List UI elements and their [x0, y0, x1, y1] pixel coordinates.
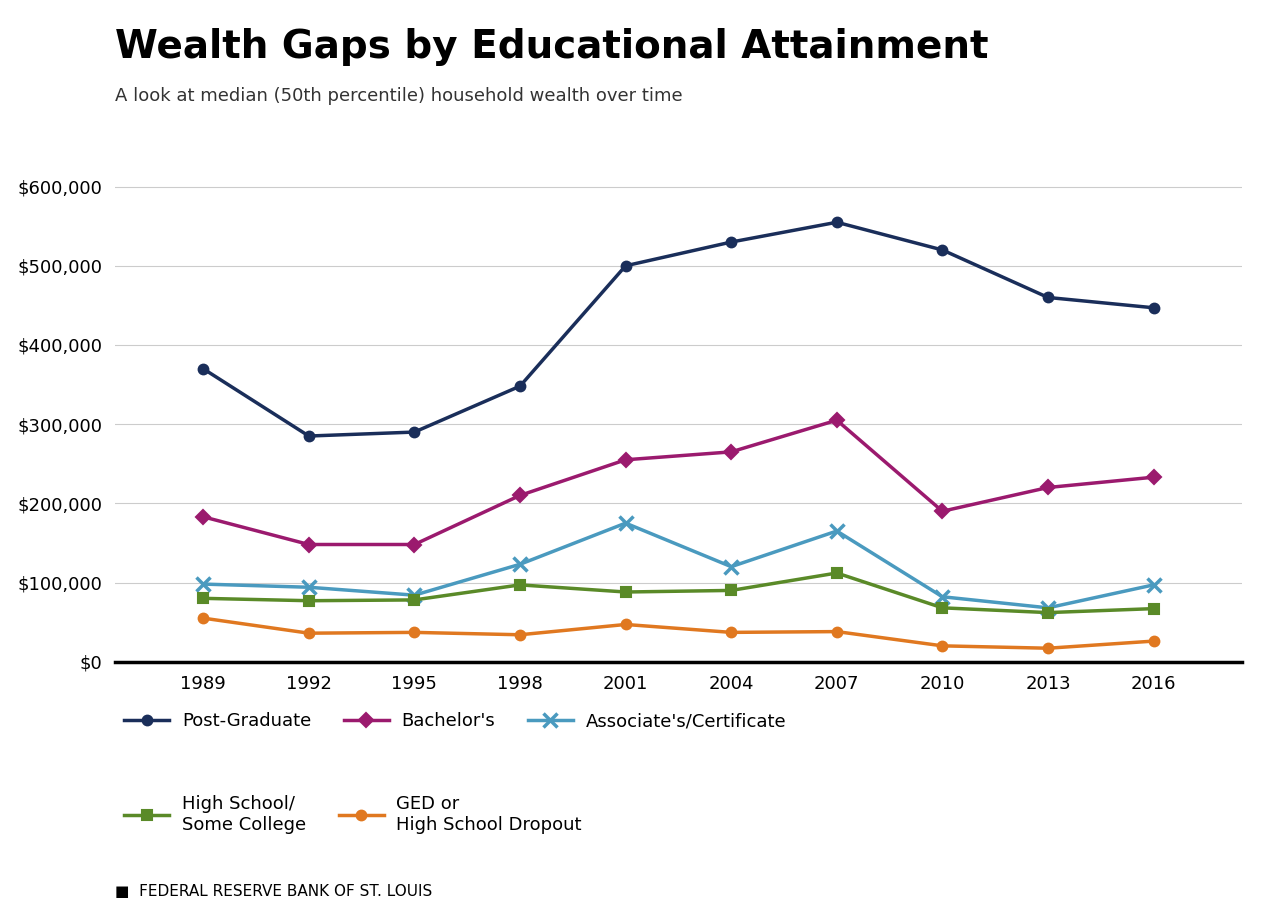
Text: A look at median (50th percentile) household wealth over time: A look at median (50th percentile) house…	[115, 87, 682, 106]
Text: ■  FEDERAL RESERVE BANK OF ST. LOUIS: ■ FEDERAL RESERVE BANK OF ST. LOUIS	[115, 884, 433, 899]
Legend: Post-Graduate, Bachelor's, Associate's/Certificate: Post-Graduate, Bachelor's, Associate's/C…	[124, 712, 786, 730]
Legend: High School/
Some College, GED or
High School Dropout: High School/ Some College, GED or High S…	[124, 795, 582, 834]
Text: Wealth Gaps by Educational Attainment: Wealth Gaps by Educational Attainment	[115, 28, 988, 65]
